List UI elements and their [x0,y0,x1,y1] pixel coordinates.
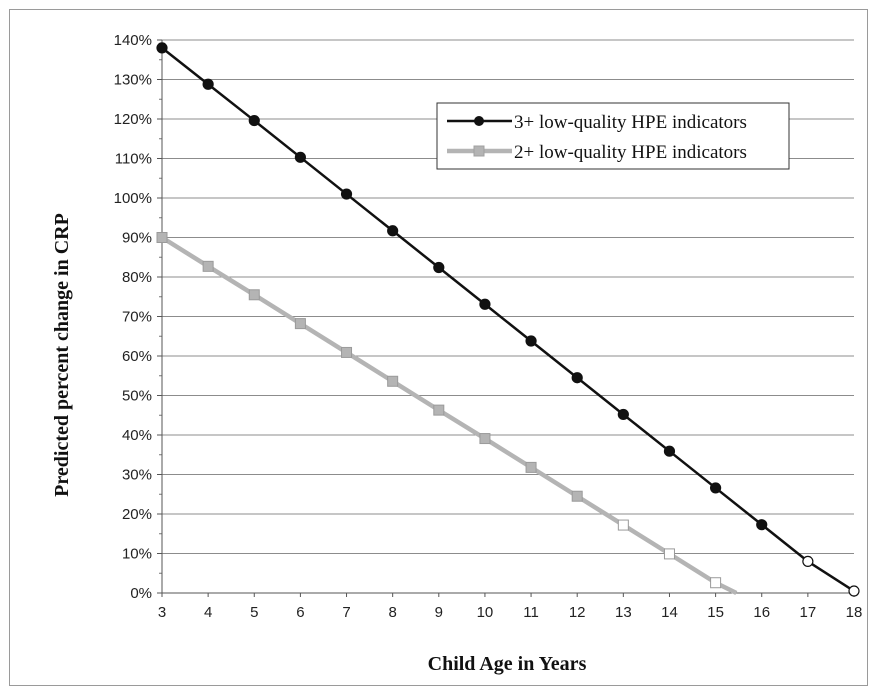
data-point-series-1 [848,585,860,597]
data-point-series-1 [294,151,306,163]
data-point-series-1 [617,408,629,421]
y-tick-label: 70% [122,309,152,326]
x-tick-label: 6 [296,604,304,621]
x-tick-label: 10 [477,604,494,621]
y-tick-label: 110% [115,151,152,168]
y-tick-label: 20% [122,506,152,523]
y-tick-label: 140% [114,32,152,49]
series-line-1 [161,46,855,593]
y-tick-label: 0% [130,585,152,602]
x-tick-label: 16 [753,604,770,621]
y-tick-label: 40% [122,427,152,444]
y-tick-label: 90% [122,230,152,247]
x-tick-label: 7 [342,604,350,621]
x-tick-label: 3 [158,604,166,621]
data-point-series-1 [756,519,768,531]
gridlines [162,39,854,554]
y-tick-label: 50% [122,388,152,405]
data-point-series-1 [433,261,445,274]
x-tick-labels: 3 4 5 6 7 8 9 10 11 12 13 14 15 16 17 18 [158,604,863,621]
series-group [156,42,860,597]
x-tick-label: 8 [388,604,396,621]
data-point-series-1 [248,114,260,127]
data-point-series-1 [387,225,399,237]
y-tick-label: 60% [122,348,152,365]
data-point-series-2 [571,490,583,502]
data-point-series-2 [663,548,675,560]
data-point-series-1 [156,42,168,54]
data-point-series-2 [433,404,445,416]
data-point-series-1 [202,78,214,90]
y-tick-labels: 0% 10% 20% 30% 40% 50% 60% 70% 80% 90% 100% 110% 120… [114,32,152,602]
legend-marker-series-1 [474,116,484,126]
y-tick-label: 100% [114,190,152,207]
x-tick-label: 15 [707,604,724,621]
legend: 3+ low-quality HPE indicators 2+ low-qua… [436,102,790,170]
legend-label-series-1: 3+ low-quality HPE indicators [514,112,747,133]
x-tick-label: 18 [846,604,863,621]
legend-marker-series-2 [473,145,485,157]
data-point-series-1 [802,555,814,568]
data-point-series-1 [340,188,353,200]
y-tick-label: 120% [114,111,152,128]
data-point-series-1 [709,482,722,494]
data-point-series-2 [525,461,537,473]
series-line-2 [160,235,738,596]
x-tick-label: 9 [435,604,443,621]
data-point-series-2 [156,232,168,243]
data-point-series-2 [710,577,722,589]
axes [157,39,855,597]
data-point-series-2 [387,375,399,387]
y-tick-label: 80% [122,269,152,286]
x-tick-label: 12 [569,604,586,621]
data-point-series-2 [248,289,260,301]
x-tick-label: 17 [800,604,817,621]
data-point-series-1 [479,298,491,310]
data-point-series-2 [294,318,306,330]
x-axis-title: Child Age in Years [428,653,587,675]
y-axis-title: Predicted percent change in CRP [51,213,73,497]
legend-label-series-2: 2+ low-quality HPE indicators [514,142,747,163]
data-point-series-2 [617,519,629,531]
data-point-series-2 [341,346,353,358]
y-tick-label: 10% [122,546,152,563]
data-point-series-2 [479,433,491,445]
legend-box [436,102,790,170]
data-point-series-1 [525,335,537,347]
x-tick-label: 14 [661,604,678,621]
x-tick-label: 13 [615,604,632,621]
x-tick-label: 5 [250,604,258,621]
data-point-series-2 [202,260,214,272]
data-point-series-1 [663,445,676,457]
x-tick-label: 4 [204,604,212,621]
y-tick-label: 30% [122,467,152,484]
y-tick-label: 130% [114,72,152,89]
data-point-series-1 [571,372,583,384]
x-tick-label: 11 [523,604,539,621]
